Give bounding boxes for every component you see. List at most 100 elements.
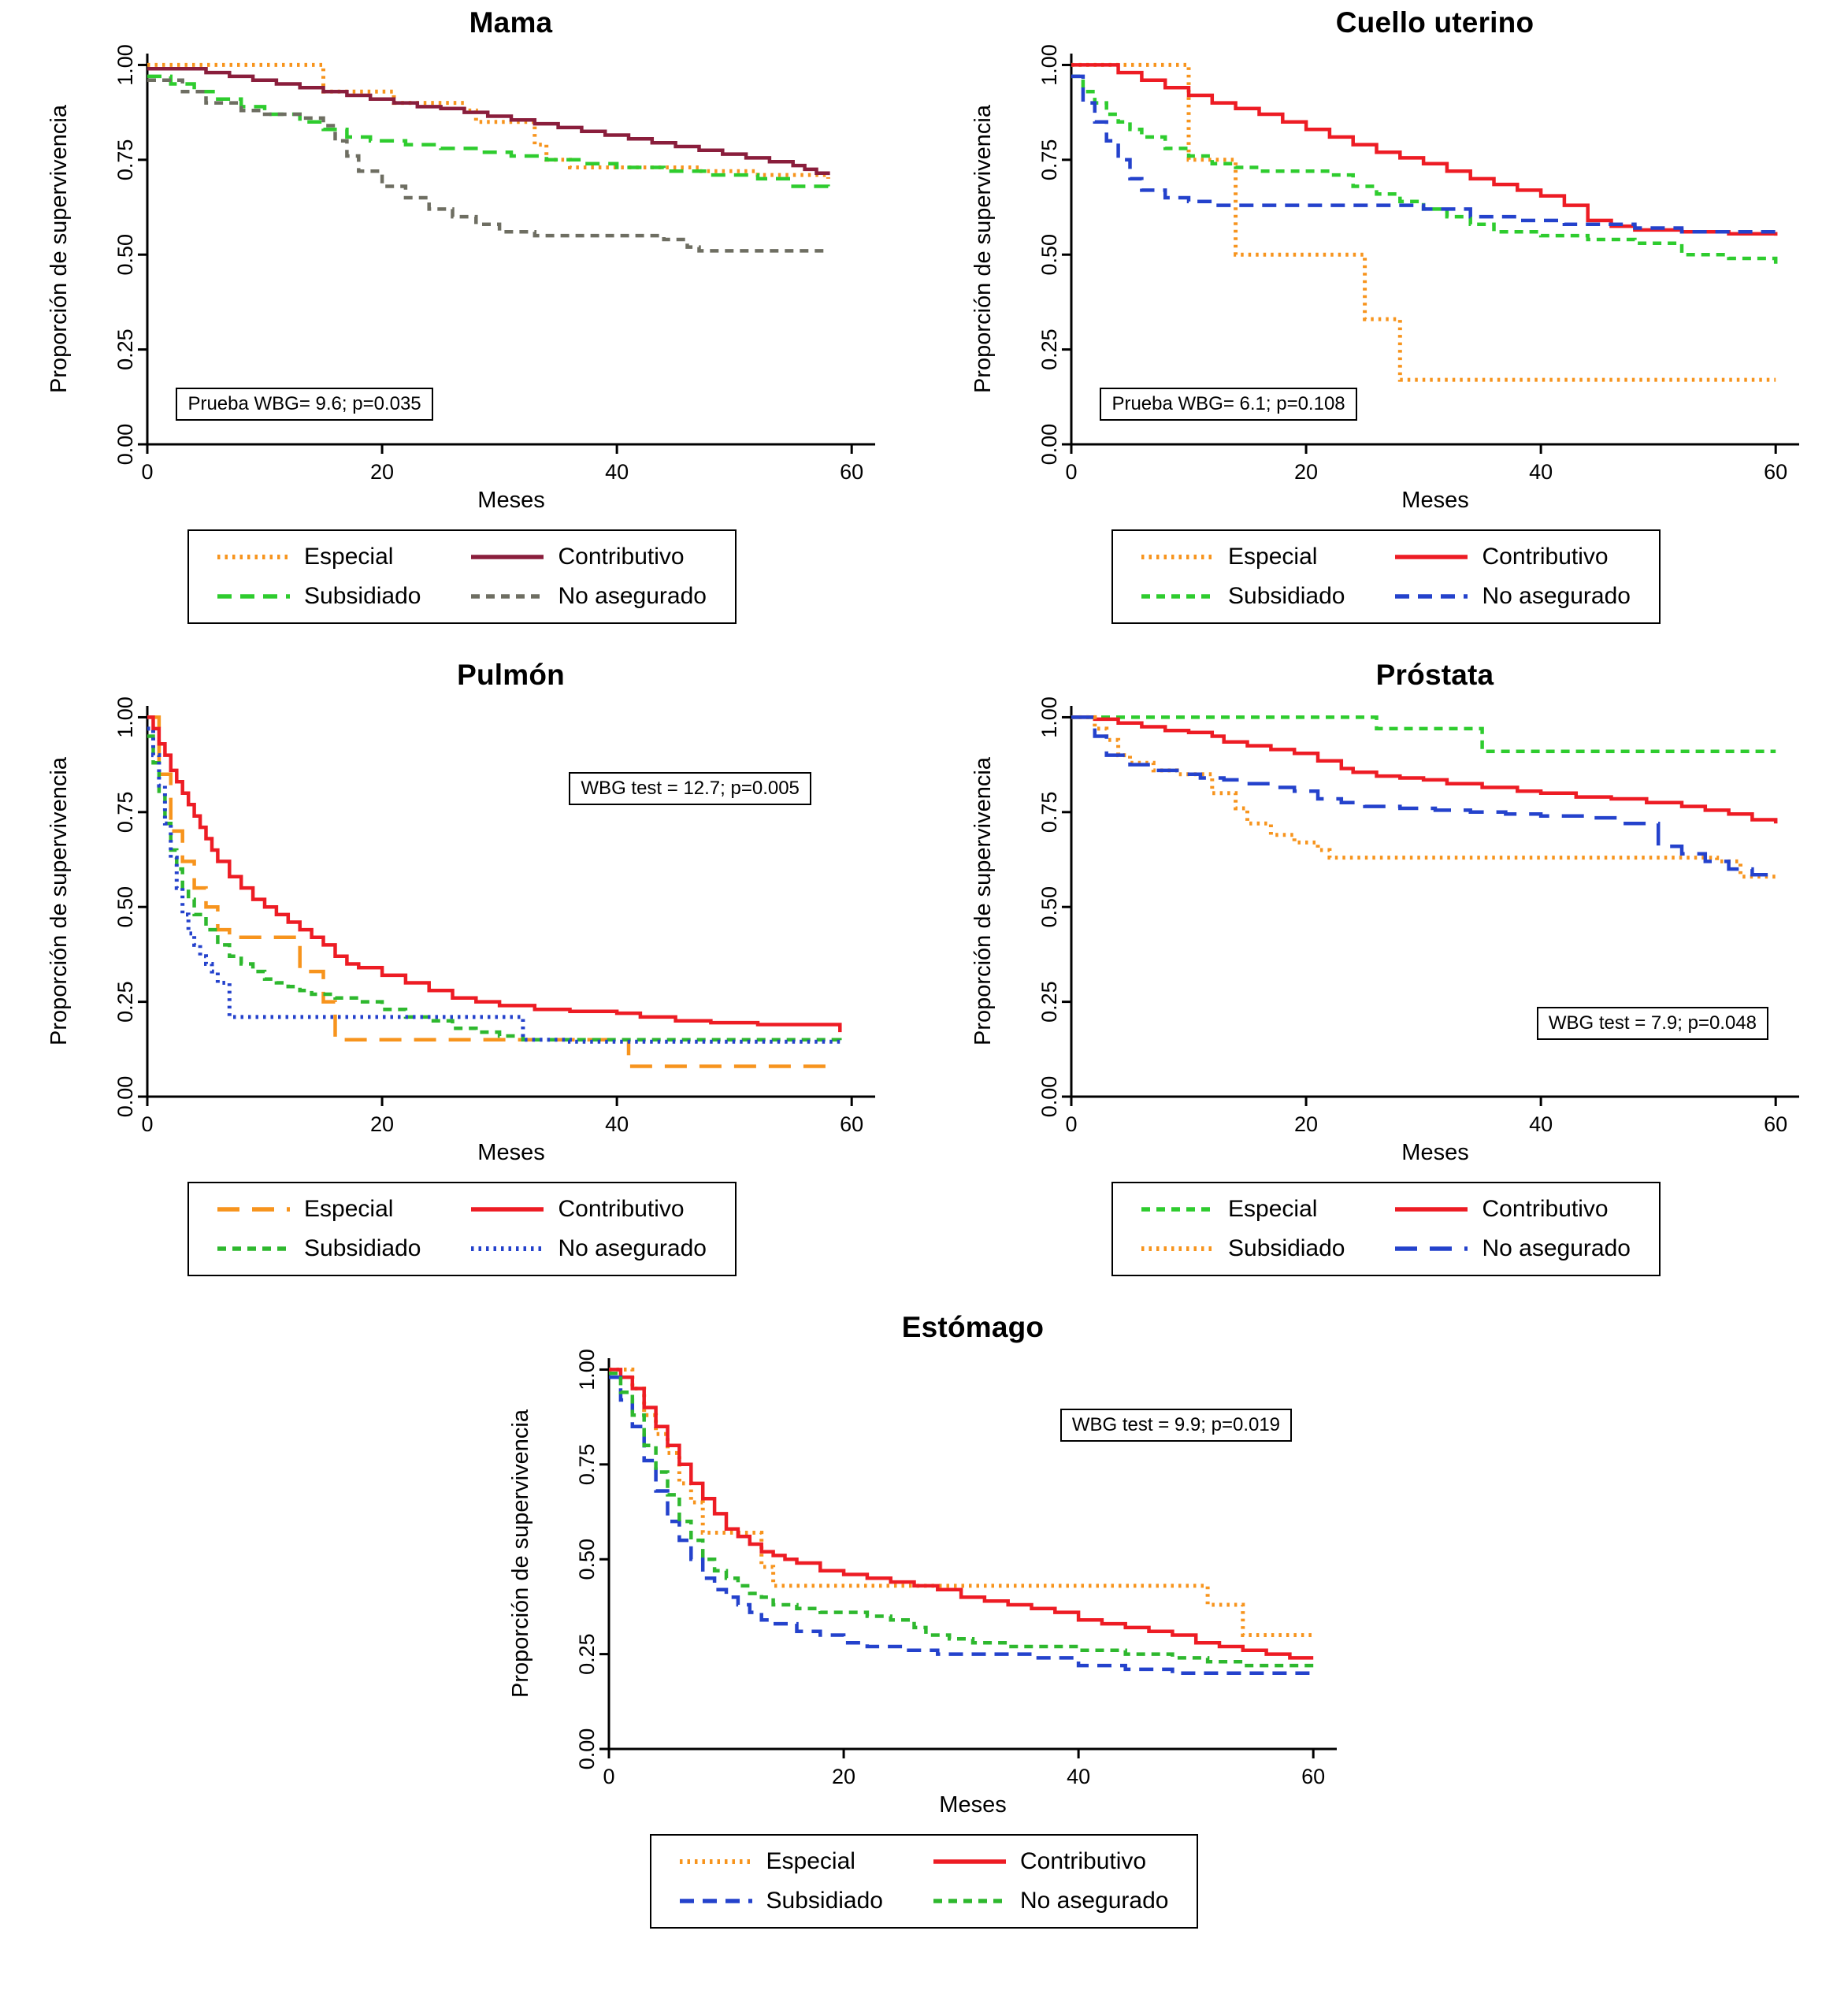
legend-item: Subsidiado bbox=[679, 1888, 883, 1914]
chart-panel-cuello-uterino: Cuello uterino 0.00 0.25 0.50 0.75 1.00 0 20 40… bbox=[924, 6, 1848, 624]
legend-label: Contributivo bbox=[558, 1196, 685, 1222]
svg-text:60: 60 bbox=[840, 460, 863, 484]
survival-plot-pulmon: 0.00 0.25 0.50 0.75 1.00 0 20 40 60 Proporción de… bbox=[46, 696, 875, 1165]
chart-title: Próstata bbox=[1375, 659, 1494, 691]
legend-item: Contributivo bbox=[933, 1848, 1168, 1875]
chart-title: Cuello uterino bbox=[1335, 6, 1534, 39]
svg-text:40: 40 bbox=[605, 460, 629, 484]
svg-text:Proporción de supervivencia: Proporción de supervivencia bbox=[46, 756, 72, 1045]
legend-label: No asegurado bbox=[1019, 1888, 1169, 1914]
legend-line-sample bbox=[933, 1896, 1006, 1906]
chart-title: Estómago bbox=[901, 1311, 1045, 1343]
plot-area: 0.00 0.25 0.50 0.75 1.00 0 20 40 60 Proporción de… bbox=[29, 693, 896, 1166]
svg-text:20: 20 bbox=[370, 1112, 394, 1136]
legend-line-sample bbox=[471, 1244, 544, 1253]
legend-line-sample bbox=[933, 1857, 1006, 1866]
svg-text:0.50: 0.50 bbox=[1037, 234, 1061, 276]
svg-text:40: 40 bbox=[1529, 1112, 1553, 1136]
svg-text:0.00: 0.00 bbox=[1037, 1076, 1061, 1118]
legend-item: No asegurado bbox=[933, 1888, 1168, 1914]
chart-panel-prostata: Próstata 0.00 0.25 0.50 0.75 1.00 0 20 40 60 Prop… bbox=[924, 659, 1848, 1276]
legend-item: Especial bbox=[217, 1196, 421, 1223]
svg-text:Meses: Meses bbox=[939, 1792, 1006, 1817]
svg-text:0.25: 0.25 bbox=[113, 329, 137, 370]
legend-label: Contributivo bbox=[1482, 1196, 1609, 1222]
svg-text:60: 60 bbox=[840, 1112, 863, 1136]
svg-text:0.75: 0.75 bbox=[113, 792, 137, 834]
chart-panel-mama: Mama 0.00 0.25 0.50 0.75 1.00 0 20 40 60 Proporci… bbox=[0, 6, 924, 624]
legend-label: Especial bbox=[1228, 544, 1318, 570]
svg-text:1.00: 1.00 bbox=[1037, 44, 1061, 86]
svg-text:0.00: 0.00 bbox=[575, 1728, 599, 1770]
svg-text:0: 0 bbox=[603, 1765, 614, 1788]
legend-line-sample bbox=[217, 592, 291, 601]
legend-item: No asegurado bbox=[471, 583, 707, 610]
svg-text:0.75: 0.75 bbox=[575, 1444, 599, 1486]
svg-text:60: 60 bbox=[1764, 1112, 1787, 1136]
svg-text:Meses: Meses bbox=[1401, 488, 1468, 513]
legend-line-sample bbox=[1395, 592, 1468, 601]
plot-area: 0.00 0.25 0.50 0.75 1.00 0 20 40 60 Proporción de… bbox=[953, 41, 1820, 514]
svg-text:Proporción de supervivencia: Proporción de supervivencia bbox=[970, 104, 996, 393]
legend-item: Contributivo bbox=[1395, 544, 1630, 570]
svg-text:Proporción de supervivencia: Proporción de supervivencia bbox=[970, 756, 996, 1045]
legend: Especial Contributivo Subsidiado No aseg… bbox=[649, 1834, 1199, 1929]
svg-text:0.00: 0.00 bbox=[113, 1076, 137, 1118]
survival-plot-mama: 0.00 0.25 0.50 0.75 1.00 0 20 40 60 Proporción de… bbox=[46, 44, 875, 513]
legend-item: Subsidiado bbox=[217, 1235, 421, 1262]
legend: Especial Contributivo Subsidiado No aseg… bbox=[187, 1182, 737, 1276]
svg-text:0.75: 0.75 bbox=[1037, 139, 1061, 181]
svg-text:0.50: 0.50 bbox=[113, 886, 137, 928]
svg-text:Proporción de supervivencia: Proporción de supervivencia bbox=[46, 104, 72, 393]
svg-text:0.75: 0.75 bbox=[1037, 792, 1061, 834]
plot-area: 0.00 0.25 0.50 0.75 1.00 0 20 40 60 Proporción de… bbox=[953, 693, 1820, 1166]
legend-line-sample bbox=[217, 1244, 291, 1253]
svg-text:0: 0 bbox=[141, 460, 153, 484]
survival-plot-cuello-uterino: 0.00 0.25 0.50 0.75 1.00 0 20 40 60 Proporción de… bbox=[970, 44, 1799, 513]
legend-item: Especial bbox=[1141, 1196, 1345, 1223]
legend-label: Contributivo bbox=[1019, 1848, 1147, 1874]
survival-plot-estomago: 0.00 0.25 0.50 0.75 1.00 0 20 40 60 Proporción de… bbox=[508, 1349, 1337, 1817]
svg-text:0.00: 0.00 bbox=[113, 424, 137, 466]
legend-label: No asegurado bbox=[558, 583, 707, 609]
svg-text:40: 40 bbox=[605, 1112, 629, 1136]
svg-text:1.00: 1.00 bbox=[575, 1349, 599, 1391]
legend-label: Especial bbox=[1228, 1196, 1318, 1222]
legend-line-sample bbox=[217, 552, 291, 562]
plot-area: 0.00 0.25 0.50 0.75 1.00 0 20 40 60 Proporción de… bbox=[29, 41, 896, 514]
legend-label: Subsidiado bbox=[1228, 1235, 1345, 1261]
chart-title: Pulmón bbox=[457, 659, 565, 691]
legend-label: Especial bbox=[304, 1196, 394, 1222]
chart-panel-pulmon: Pulmón 0.00 0.25 0.50 0.75 1.00 0 20 40 60 Propor… bbox=[0, 659, 924, 1276]
svg-text:20: 20 bbox=[832, 1765, 855, 1788]
legend-label: Subsidiado bbox=[1228, 583, 1345, 609]
legend-line-sample bbox=[1141, 1205, 1215, 1214]
legend-label: Contributivo bbox=[558, 544, 685, 570]
legend-item: Subsidiado bbox=[217, 583, 421, 610]
legend-line-sample bbox=[1395, 552, 1468, 562]
stat-annotation: WBG test = 9.9; p=0.019 bbox=[1059, 1409, 1293, 1442]
legend-line-sample bbox=[1395, 1205, 1468, 1214]
svg-text:0.25: 0.25 bbox=[1037, 329, 1061, 370]
legend-item: Contributivo bbox=[471, 1196, 706, 1223]
svg-text:1.00: 1.00 bbox=[113, 696, 137, 738]
legend-line-sample bbox=[1141, 592, 1215, 601]
stat-annotation: Prueba WBG= 9.6; p=0.035 bbox=[176, 388, 433, 421]
svg-text:0.50: 0.50 bbox=[1037, 886, 1061, 928]
legend-item: Especial bbox=[679, 1848, 883, 1875]
svg-text:Meses: Meses bbox=[477, 1140, 544, 1165]
svg-text:20: 20 bbox=[1294, 460, 1318, 484]
stat-annotation: WBG test = 12.7; p=0.005 bbox=[569, 772, 811, 806]
chart-grid: Mama 0.00 0.25 0.50 0.75 1.00 0 20 40 60 Proporci… bbox=[0, 6, 1848, 1929]
svg-text:0.25: 0.25 bbox=[1037, 981, 1061, 1023]
legend-item: Contributivo bbox=[1395, 1196, 1630, 1223]
legend-item: Especial bbox=[1141, 544, 1345, 570]
legend-line-sample bbox=[679, 1896, 752, 1906]
legend-line-sample bbox=[679, 1857, 752, 1866]
legend-label: Contributivo bbox=[1482, 544, 1609, 570]
legend-line-sample bbox=[217, 1205, 291, 1214]
svg-text:20: 20 bbox=[1294, 1112, 1318, 1136]
legend-label: Especial bbox=[304, 544, 394, 570]
legend-label: Especial bbox=[766, 1848, 855, 1874]
svg-text:0.50: 0.50 bbox=[575, 1539, 599, 1580]
